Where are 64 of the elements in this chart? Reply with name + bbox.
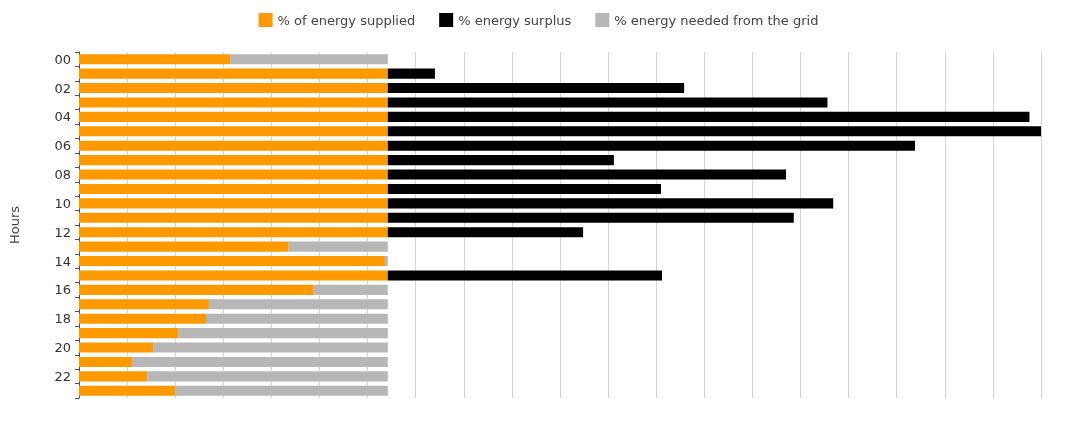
bar	[79, 169, 388, 180]
y-tick-label: 04	[54, 109, 71, 125]
bar	[79, 183, 388, 194]
bar	[79, 140, 388, 151]
bar	[387, 126, 1041, 137]
bar	[175, 385, 388, 396]
bar	[208, 299, 388, 310]
legend-label: % energy needed from the grid	[614, 12, 819, 28]
bar	[387, 169, 787, 180]
bar	[387, 212, 794, 223]
legend-label: % of energy supplied	[277, 12, 416, 28]
bar	[387, 111, 1030, 122]
bar	[79, 212, 388, 223]
bar	[79, 356, 132, 367]
y-tick-label: 02	[54, 80, 71, 96]
bar	[79, 371, 148, 382]
bar	[79, 270, 388, 281]
bar	[387, 83, 685, 94]
bar	[79, 385, 176, 396]
bar	[79, 54, 231, 65]
y-axis-title: Hours	[7, 205, 22, 245]
bar	[79, 126, 388, 137]
bar	[387, 68, 435, 79]
bar	[79, 256, 385, 267]
bar	[79, 198, 388, 209]
y-tick-label: 14	[54, 253, 71, 269]
bar	[79, 313, 206, 324]
y-tick-label: 10	[54, 195, 71, 211]
bar	[153, 342, 388, 353]
bar	[313, 284, 388, 295]
y-tick-label: 20	[54, 340, 71, 356]
bar	[79, 284, 314, 295]
bar	[230, 54, 388, 65]
bar	[79, 68, 388, 79]
bar	[79, 227, 388, 238]
bar	[79, 241, 289, 252]
legend-label: % energy surplus	[458, 12, 572, 28]
y-tick-label: 00	[54, 51, 71, 67]
bar	[387, 198, 834, 209]
bar	[79, 328, 179, 339]
bar	[79, 155, 388, 166]
bar	[387, 140, 915, 151]
bar	[178, 328, 388, 339]
bar	[387, 97, 828, 108]
bar	[79, 83, 388, 94]
y-tick-label: 06	[54, 138, 71, 154]
bar	[79, 97, 388, 108]
y-tick-label: 08	[54, 167, 71, 183]
y-tick-label: 12	[54, 224, 71, 240]
bar	[387, 155, 614, 166]
bar	[147, 371, 388, 382]
y-tick-label: 22	[54, 368, 71, 384]
bar	[387, 227, 584, 238]
bar	[79, 111, 388, 122]
bar	[79, 299, 209, 310]
bar	[205, 313, 388, 324]
bar	[387, 270, 662, 281]
bar	[384, 256, 388, 267]
bar	[131, 356, 388, 367]
bar	[79, 342, 154, 353]
y-tick-label: 18	[54, 311, 71, 327]
y-tick-label: 16	[54, 282, 71, 298]
bar	[288, 241, 388, 252]
bar	[387, 183, 662, 194]
